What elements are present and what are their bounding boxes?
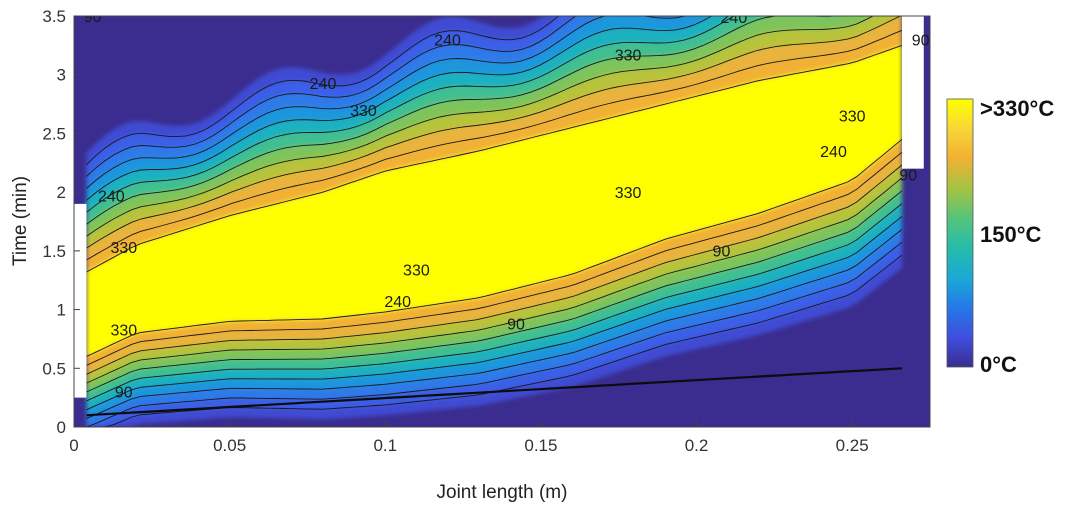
y-tick-label: 3 xyxy=(57,66,66,85)
contour-label: 90 xyxy=(507,317,525,334)
plot-area: 330 240 240 330 240 330 240 330 330 240 90 90 90 90 33… xyxy=(74,9,930,427)
contour-label: 330 xyxy=(615,185,642,202)
contour-label: 330 xyxy=(615,48,642,65)
missing-data-left xyxy=(74,203,87,398)
contour-line xyxy=(86,44,903,273)
colorbar-scale xyxy=(946,98,974,368)
contour-band-max xyxy=(86,45,902,357)
contour-line xyxy=(86,16,560,165)
contour-label: 240 xyxy=(98,189,125,206)
contour-label: 330 xyxy=(839,109,866,126)
x-tick-label: 0.25 xyxy=(836,436,869,455)
contour-label: 90 xyxy=(115,385,133,402)
y-tick-label: 1 xyxy=(57,301,66,320)
colorbar-label-min: 0°C xyxy=(980,352,1017,377)
contour-band-heating xyxy=(86,30,902,272)
contour-line xyxy=(86,177,903,384)
contour-label: 90 xyxy=(84,9,102,26)
x-tick-label: 0.05 xyxy=(213,436,246,455)
contour-label: 240 xyxy=(721,10,748,27)
colorbar-label-max: >330°C xyxy=(980,96,1054,121)
contour-line xyxy=(86,16,713,201)
y-tick-label: 0 xyxy=(57,418,66,437)
contour-line xyxy=(86,216,903,411)
contour-line xyxy=(86,151,903,366)
contour-label: 330 xyxy=(110,322,137,339)
contour-line xyxy=(86,190,903,393)
x-tick-label: 0 xyxy=(69,436,78,455)
contour-line xyxy=(86,16,875,237)
contour-line xyxy=(86,16,687,189)
missing-data-right xyxy=(901,16,924,169)
contour-line-base xyxy=(86,367,903,417)
contour-line xyxy=(86,16,736,213)
contour-label: 330 xyxy=(403,263,430,280)
colorbar-label-mid: 150°C xyxy=(980,222,1042,247)
x-tick-label: 0.2 xyxy=(685,436,709,455)
x-axis-ticks: 0 0.05 0.1 0.15 0.2 0.25 xyxy=(69,421,869,455)
contour-line xyxy=(86,29,903,261)
y-tick-label: 1.5 xyxy=(42,242,66,261)
contour-labels: 330 240 240 330 240 330 240 330 330 240 90 90 90 90 33… xyxy=(84,9,930,402)
y-tick-label: 2 xyxy=(57,183,66,202)
contour-label: 240 xyxy=(434,32,461,49)
contour-line xyxy=(86,16,902,249)
contour-label: 330 xyxy=(110,240,137,257)
contour-label: 240 xyxy=(310,76,337,93)
contour-line xyxy=(86,241,903,427)
x-tick-label: 0.1 xyxy=(373,436,397,455)
y-tick-label: 0.5 xyxy=(42,359,66,378)
x-tick-label: 0.15 xyxy=(524,436,557,455)
contour-label: 90 xyxy=(713,244,731,261)
contour-line xyxy=(86,229,903,420)
y-tick-label: 3.5 xyxy=(42,7,66,26)
y-axis-ticks: 0 0.5 1 1.5 2 2.5 3 3.5 xyxy=(42,7,80,437)
contour-lines xyxy=(86,16,903,427)
missing-data-regions xyxy=(74,16,924,398)
y-tick-label: 2.5 xyxy=(42,124,66,143)
colorbar: >330°C 150°C 0°C xyxy=(946,96,1054,377)
contour-label: 90 xyxy=(912,32,930,49)
contour-line xyxy=(86,16,577,177)
contour-line xyxy=(86,16,840,225)
x-axis-title: Joint length (m) xyxy=(437,482,568,503)
contour-line xyxy=(86,138,903,357)
contour-label: 90 xyxy=(899,167,917,184)
contour-line xyxy=(86,164,903,375)
y-axis-title: Time (min) xyxy=(10,176,31,266)
plot-frame xyxy=(73,15,931,428)
contour-label: 330 xyxy=(350,103,377,120)
contour-label: 240 xyxy=(820,144,847,161)
contour-label: 240 xyxy=(384,294,411,311)
contour-bands xyxy=(86,16,902,427)
contour-line xyxy=(86,203,903,402)
